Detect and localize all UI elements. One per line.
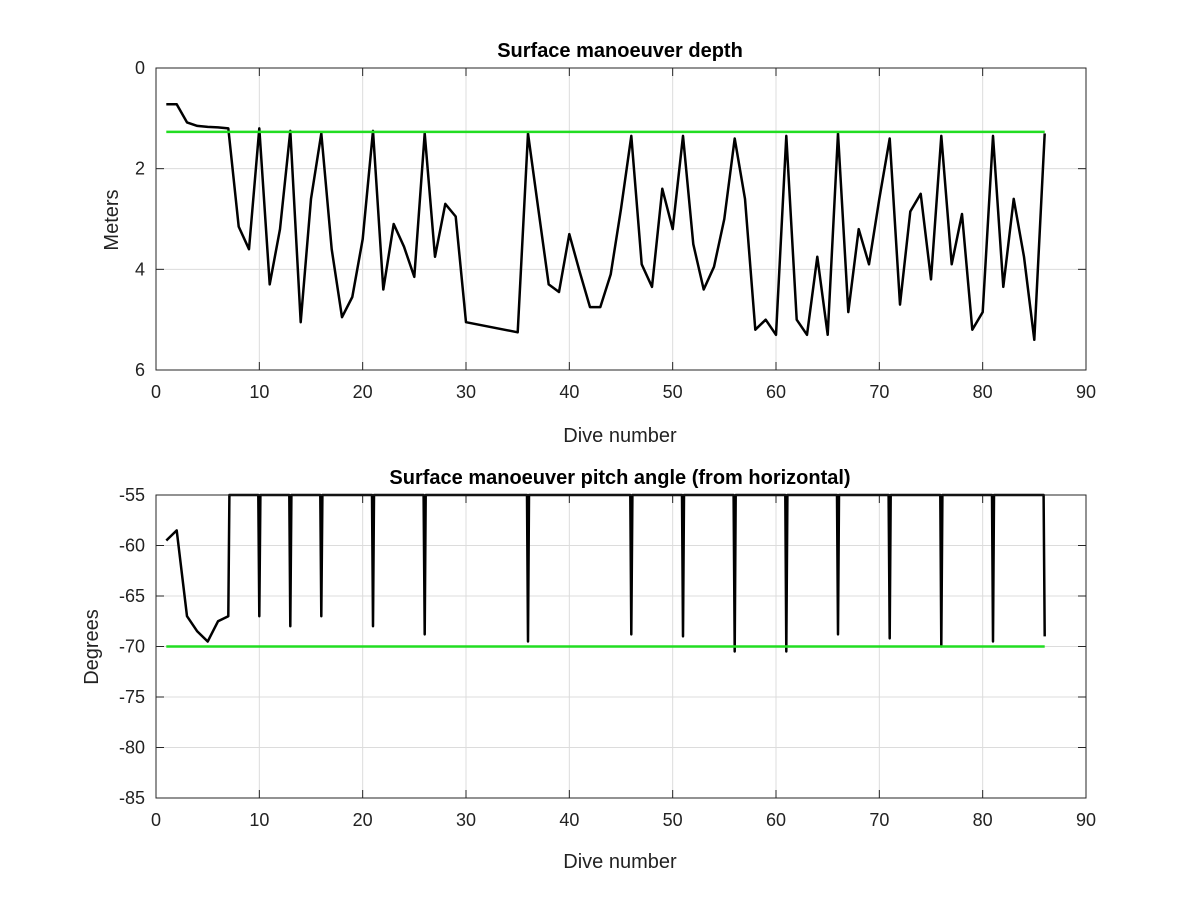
pitch-x-tick-label: 80 <box>973 810 993 830</box>
depth-panel: Surface manoeuver depth Dive number Mete… <box>101 40 1096 447</box>
pitch-axes-frame <box>155 494 1087 799</box>
pitch-x-tick-label: 0 <box>151 810 161 830</box>
pitch-x-axis-label: Dive number <box>563 851 677 873</box>
pitch-x-tick-label: 10 <box>249 810 269 830</box>
pitch-x-tick-label: 30 <box>456 810 476 830</box>
depth-chart-title: Surface manoeuver depth <box>497 40 743 62</box>
pitch-x-tick-label: 70 <box>869 810 889 830</box>
pitch-y-axis-label: Degrees <box>81 609 103 685</box>
pitch-y-tick-label: -85 <box>119 788 145 808</box>
pitch-x-tick-label: 40 <box>559 810 579 830</box>
depth-x-tick-label: 10 <box>249 382 269 402</box>
pitch-x-tick-label: 90 <box>1076 810 1096 830</box>
depth-x-tick-label: 0 <box>151 382 161 402</box>
depth-x-tick-label: 80 <box>973 382 993 402</box>
depth-x-tick-label: 20 <box>353 382 373 402</box>
depth-x-tick-label: 70 <box>869 382 889 402</box>
pitch-y-tick-label: -70 <box>119 637 145 657</box>
pitch-x-tick-label: 20 <box>353 810 373 830</box>
depth-x-tick-label: 90 <box>1076 382 1096 402</box>
depth-x-tick-label: 30 <box>456 382 476 402</box>
pitch-x-tick-label: 60 <box>766 810 786 830</box>
depth-y-tick-label: 6 <box>135 360 145 380</box>
depth-y-tick-label: 2 <box>135 159 145 179</box>
depth-x-tick-label: 40 <box>559 382 579 402</box>
pitch-y-tick-label: -60 <box>119 536 145 556</box>
depth-y-tick-label: 0 <box>135 58 145 78</box>
depth-x-tick-label: 50 <box>663 382 683 402</box>
depth-data-series-line <box>166 102 1046 342</box>
pitch-chart-title: Surface manoeuver pitch angle (from hori… <box>389 467 850 489</box>
pitch-panel: Surface manoeuver pitch angle (from hori… <box>81 467 1096 873</box>
depth-x-tick-label: 60 <box>766 382 786 402</box>
depth-y-axis-label: Meters <box>101 189 123 250</box>
depth-y-tick-label: 4 <box>135 259 145 279</box>
pitch-y-tick-label: -55 <box>119 485 145 505</box>
depth-axes-frame <box>155 67 1087 371</box>
pitch-y-tick-label: -80 <box>119 738 145 758</box>
pitch-y-tick-label: -75 <box>119 687 145 707</box>
pitch-y-tick-label: -65 <box>119 586 145 606</box>
depth-x-axis-label: Dive number <box>563 425 677 447</box>
pitch-data-series-line <box>165 493 1046 653</box>
pitch-x-tick-label: 50 <box>663 810 683 830</box>
